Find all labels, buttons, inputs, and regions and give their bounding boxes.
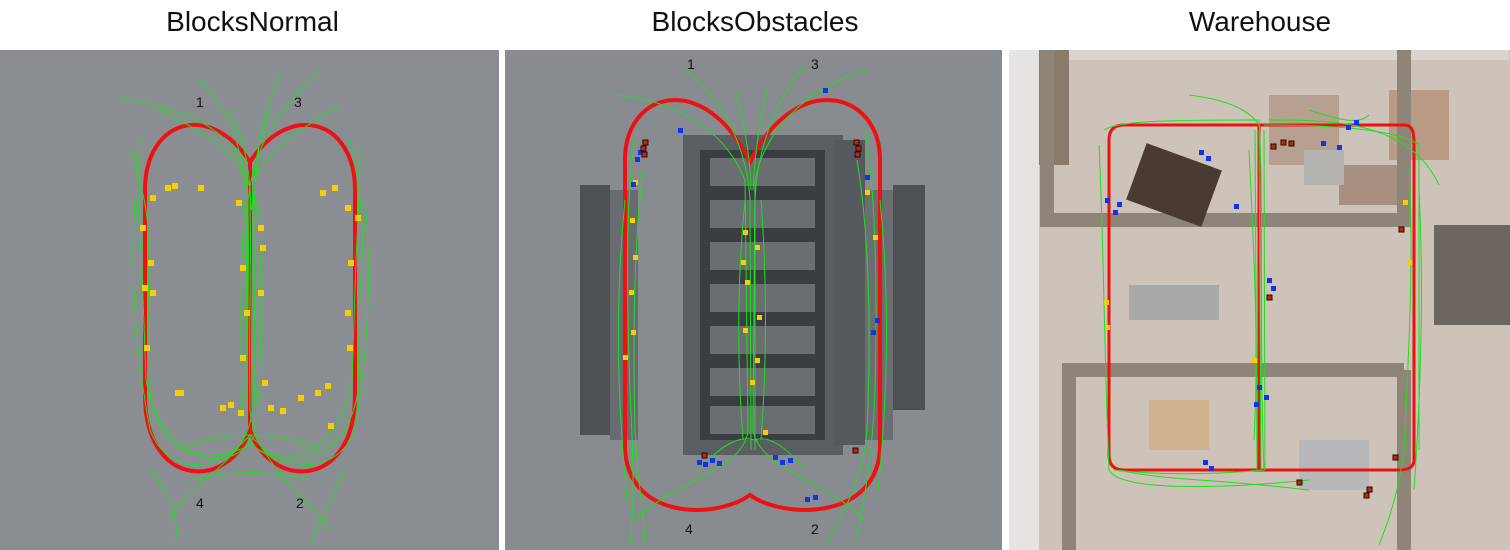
yellow-markers [140,183,361,429]
waypoint-label-4: 4 [196,495,204,511]
panel-title-blocksnormal: BlocksNormal [166,6,339,37]
panel-title-blocksobstacles: BlocksObstacles [651,6,859,37]
yellow-markers [1104,200,1412,363]
waypoint-label-3: 3 [811,56,819,72]
blue-markers [631,88,880,502]
blocksnormal-panel: 1 3 4 2 [0,50,499,550]
trajectory-lines [119,69,369,546]
red-markers [1266,139,1405,499]
trajectory-lines [614,64,887,546]
obstacle-blocks [580,135,925,455]
blocksobstacles-panel: 1 3 4 2 [505,50,1002,550]
blocksobstacles-map: 1 3 4 2 [580,56,925,546]
planned-path [143,122,357,474]
panel-title-warehouse: Warehouse [1188,6,1332,37]
blue-markers [1105,120,1359,471]
warehouse-map [1009,50,1510,550]
waypoint-label-2: 2 [811,521,819,537]
blocksnormal-map: 1 3 4 2 [119,69,369,546]
planned-path [623,98,882,512]
storage-shed [1126,143,1222,227]
warehouse-panel [1009,50,1510,550]
red-markers [640,139,862,459]
warehouse-pipes [1040,50,1411,550]
trajectory-lines [1098,94,1440,546]
waypoint-label-4: 4 [685,521,693,537]
waypoint-label-1: 1 [196,94,204,110]
waypoint-label-2: 2 [296,495,304,511]
waypoint-label-1: 1 [687,56,695,72]
waypoint-label-3: 3 [294,94,302,110]
